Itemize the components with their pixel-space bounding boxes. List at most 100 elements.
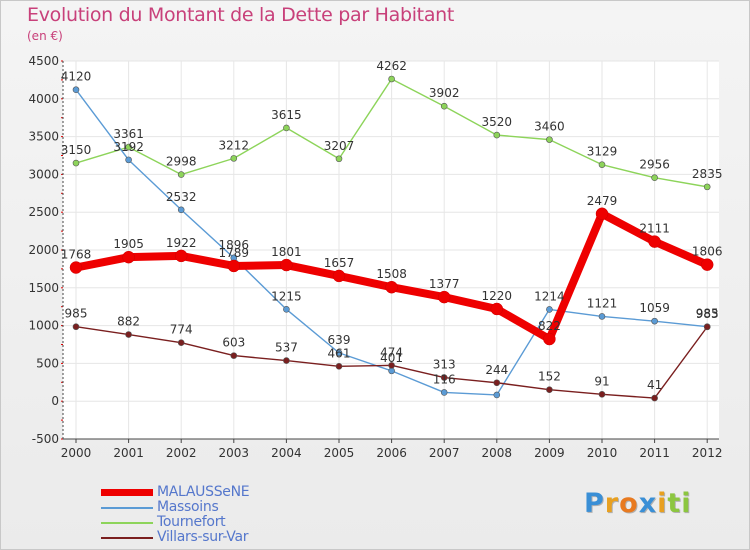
data-point [493,391,501,399]
data-point [283,357,290,364]
data-label: 1214 [534,289,565,303]
data-label: 2998 [166,155,197,169]
data-label: 4262 [376,59,407,73]
logo-letter: o [619,488,639,519]
data-point [283,306,290,313]
data-label: 91 [594,374,609,388]
data-label: 3207 [324,139,355,153]
y-tick-label: 3000 [28,167,59,181]
data-label: 2532 [166,190,197,204]
data-point [648,235,661,248]
data-point [72,159,80,167]
data-point [598,391,606,398]
legend-swatch [101,536,153,539]
legend-label: Massoins [157,499,219,515]
data-point [385,280,398,294]
data-label: 537 [275,341,298,355]
data-label: 3520 [482,115,513,129]
data-label: 3129 [587,145,618,159]
data-label: 3150 [61,143,92,157]
chart-title: Evolution du Montant de la Dette par Hab… [27,4,455,26]
data-label: 474 [380,345,403,359]
data-label: 985 [65,307,88,321]
data-label: 244 [485,363,508,377]
legend-item: Tournefort [101,515,249,530]
data-label: 882 [117,315,140,329]
logo-letter: r [604,488,620,519]
data-point [122,250,135,264]
legend-item: Massoins [101,500,249,515]
data-point [651,394,658,402]
data-label: 2956 [639,158,670,172]
data-point [595,207,609,221]
x-tick-label: 2006 [376,446,407,460]
data-point [546,386,553,394]
legend: MALAUSSeNE Massoins Tournefort Villars-sur-… [101,485,250,545]
data-point [125,331,132,338]
data-label: 1806 [692,245,723,259]
data-label: 1121 [587,296,618,310]
x-tick-label: 2002 [166,446,197,460]
data-point [174,249,188,263]
data-label: 639 [328,333,351,347]
data-label: 1215 [271,289,302,303]
data-point [440,102,448,110]
proxiti-logo: Proxiti [584,488,692,519]
data-point [388,75,395,83]
data-label: 985 [696,307,719,321]
data-point [440,374,448,381]
logo-letter: i [681,488,692,519]
data-label: 2835 [692,167,723,181]
data-point [437,290,451,304]
data-point [177,171,185,178]
x-tick-label: 2008 [482,446,513,460]
data-label: 2111 [639,222,670,236]
x-tick-label: 2001 [113,446,144,460]
data-point [280,258,293,272]
data-point [335,349,343,357]
x-tick-label: 2009 [534,446,565,460]
y-tick-label: 0 [51,394,59,408]
data-label: 3460 [534,120,565,134]
data-point [703,183,711,191]
data-point [703,323,711,331]
data-label: 4120 [61,70,92,84]
data-point [651,174,658,182]
legend-item: Villars-sur-Var [101,530,249,545]
data-point [72,86,80,94]
data-point [72,323,80,331]
data-label: 774 [170,323,193,337]
data-label: 1801 [271,245,302,259]
y-axis-unit: (en €) [27,29,63,43]
data-point [388,367,395,375]
data-point [69,261,83,274]
data-point [543,332,556,346]
y-tick-label: 1000 [28,319,59,333]
data-point [125,156,132,164]
y-tick-label: 500 [36,356,59,370]
data-label: 116 [433,372,456,386]
logo-letter: P [584,488,605,519]
data-point [388,362,395,369]
data-label: 1789 [219,246,250,260]
data-label: 3361 [113,127,144,141]
data-label: 1768 [61,248,92,262]
x-tick-label: 2012 [692,446,723,460]
data-label: 401 [380,351,403,365]
data-label: 3212 [219,138,250,152]
legend-item: MALAUSSeNE [101,485,250,500]
legend-swatch [101,506,153,509]
y-tick-label: 2000 [28,243,59,257]
data-label: 1377 [429,277,460,291]
data-label: 152 [538,370,561,384]
data-point [230,155,238,162]
data-label: 1508 [376,267,407,281]
data-point [700,258,714,271]
data-label: 822 [538,319,561,333]
data-point [493,131,501,139]
x-tick-label: 2007 [429,446,460,460]
data-label: 1657 [324,256,355,270]
legend-label: Tournefort [157,514,226,530]
x-tick-label: 2005 [324,446,355,460]
data-label: 3902 [429,86,460,100]
